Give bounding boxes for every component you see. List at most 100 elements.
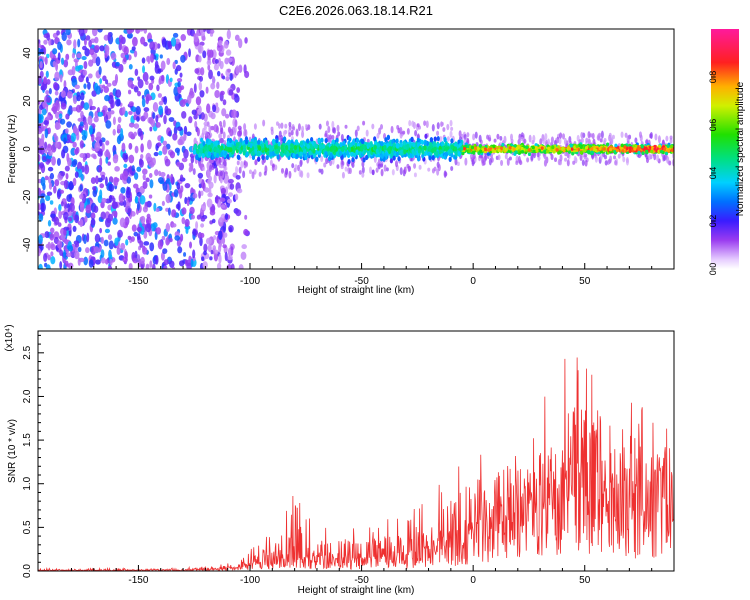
heatmap-cell [222,131,226,140]
heatmap-cell [107,213,114,222]
heatmap-cell [133,172,139,180]
heatmap-cell [436,130,440,136]
heatmap-cell [89,47,95,56]
heatmap-cell [45,195,51,202]
heatmap-cell [120,186,126,194]
heatmap-cell [200,67,205,76]
heatmap-cell [49,227,55,234]
heatmap-cell [65,53,70,60]
heatmap-cell [207,151,211,157]
heatmap-cell [299,140,304,146]
heatmap-cell [247,141,251,148]
heatmap-cell [162,145,168,155]
heatmap-cell [257,156,261,162]
heatmap-cell [293,144,298,151]
heatmap-cell [214,157,218,162]
heatmap-cell [49,200,54,205]
heatmap-cell [56,189,61,200]
heatmap-cell [155,122,161,128]
heatmap-cell [540,146,544,150]
heatmap-cell [142,71,149,82]
heatmap-cell [95,175,99,185]
heatmap-cell [193,33,199,43]
heatmap-cell [39,145,45,155]
heatmap-cell [174,235,181,241]
heatmap-cell [288,132,292,138]
heatmap-cell [122,170,129,181]
heatmap-cell [81,165,85,173]
snr-x-tick-label: -150 [128,575,148,586]
heatmap-cell [408,165,412,172]
heatmap-cell [51,156,56,166]
heatmap-cell [117,116,122,123]
heatmap-cell [198,55,202,63]
heatmap-cell [123,163,128,169]
heatmap-cell [164,105,169,114]
heatmap-cell [386,134,390,140]
heatmap-cell [391,169,395,176]
heatmap-cell [54,71,60,82]
heatmap-cell [198,75,204,82]
heatmap-cell [466,132,470,138]
heatmap-cell [663,147,667,151]
heatmap-cell [624,132,628,138]
heatmap-cell [126,29,133,35]
heatmap-cell [109,258,113,266]
heatmap-cell [167,207,171,216]
heatmap-cell [376,132,380,139]
heatmap-cell [530,154,534,161]
heatmap-cell [208,69,213,80]
heatmap-cell [160,60,166,71]
heatmap-cell [204,130,208,137]
heatmap-cell [559,132,563,139]
heatmap-cell [206,103,211,114]
heatmap-cell [77,38,81,48]
heatmap-cell [142,173,146,181]
heatmap-cell [137,76,141,81]
heatmap-cell [395,138,399,144]
heatmap-cell [283,136,287,142]
heatmap-cell [528,134,532,143]
snr-scale-label: (x10⁴) [4,324,15,351]
heatmap-cell [579,153,583,161]
heatmap-cell [492,144,496,149]
heatmap-cell [354,129,358,138]
heatmap-cell [216,147,220,154]
heatmap-cell [82,45,87,51]
heatmap-cell [171,209,177,218]
heatmap-cell [333,127,337,134]
heatmap-cell [60,102,67,110]
heatmap-cell [59,118,66,125]
heatmap-cell [537,148,542,153]
heatmap-cell [175,38,180,45]
heatmap-cell [222,119,226,128]
heatmap-cell [358,170,362,175]
heatmap-cell [141,98,146,108]
heatmap-cell [108,183,115,192]
heatmap-cell [240,160,244,169]
heatmap-cell [356,125,360,132]
heatmap-cell [172,61,176,70]
heatmap-cell [285,167,289,176]
heatmap-cell [617,153,621,159]
heatmap-cell [670,148,674,152]
heatmap-cell [282,130,286,137]
heatmap-cell [95,56,101,67]
heatmap-cell [324,130,328,137]
heatmap-cell [350,146,354,152]
heatmap-cell [279,151,283,157]
heatmap-cell [416,156,421,162]
heatmap-cell [219,197,226,202]
heatmap-cell [142,206,148,213]
heatmap-cell [133,231,139,237]
heatmap-cell [112,128,116,136]
heatmap-cell [423,120,427,126]
heatmap-cell [192,228,197,236]
heatmap-cell [226,29,231,40]
heatmap-cell [344,144,348,150]
heatmap-cell [104,150,111,158]
heatmap-cell [168,237,173,243]
heatmap-cell [664,151,669,156]
heatmap-cell [137,127,143,137]
heatmap-cell [83,256,89,266]
